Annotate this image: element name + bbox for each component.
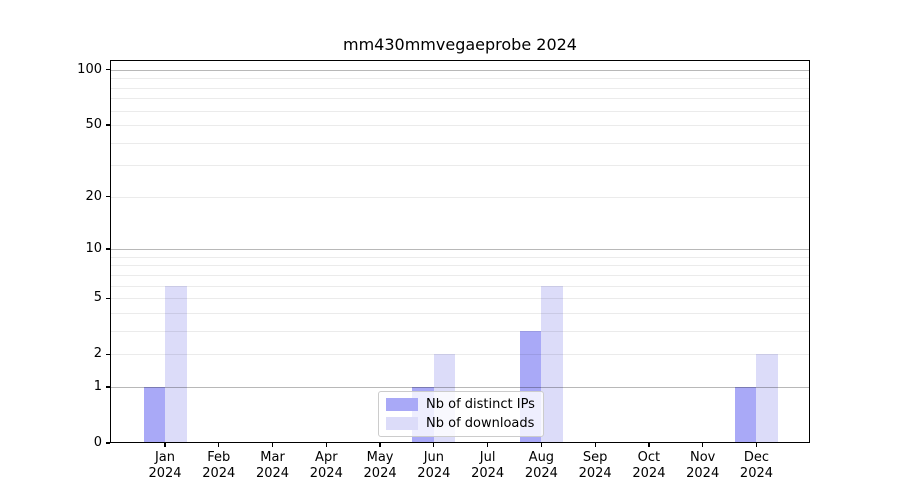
legend-swatch-downloads bbox=[386, 417, 418, 430]
major-gridline bbox=[111, 386, 809, 388]
x-tick-label: Dec 2024 bbox=[739, 450, 774, 481]
minor-gridline bbox=[111, 312, 809, 314]
minor-gridline bbox=[111, 98, 809, 100]
x-tick-label: Jul 2024 bbox=[471, 450, 505, 481]
minor-gridline bbox=[111, 256, 809, 258]
y-tick-mark bbox=[106, 297, 110, 299]
y-tick-mark bbox=[106, 442, 110, 444]
major-gridline bbox=[111, 69, 809, 71]
x-tick-mark bbox=[325, 443, 327, 447]
y-tick-mark bbox=[106, 248, 110, 250]
y-tick-mark bbox=[106, 353, 110, 355]
y-tick-mark bbox=[106, 124, 110, 126]
minor-gridline bbox=[111, 125, 809, 127]
minor-gridline bbox=[111, 196, 809, 198]
legend: Nb of distinct IPs Nb of downloads bbox=[378, 391, 544, 437]
bar-nb-of-distinct-ips-dec bbox=[734, 386, 757, 443]
legend-swatch-distinct-ips bbox=[386, 398, 418, 411]
minor-gridline bbox=[111, 110, 809, 112]
x-tick-mark bbox=[594, 443, 596, 447]
x-tick-label: Apr 2024 bbox=[309, 450, 343, 481]
minor-gridline bbox=[111, 354, 809, 356]
minor-gridline bbox=[111, 330, 809, 332]
legend-entry-downloads: Nb of downloads bbox=[386, 416, 536, 431]
x-tick-label: Feb 2024 bbox=[202, 450, 236, 481]
x-tick-mark bbox=[218, 443, 220, 447]
minor-gridline bbox=[111, 165, 809, 167]
minor-gridline bbox=[111, 142, 809, 144]
x-tick-mark bbox=[433, 443, 435, 447]
y-tick-label: 0 bbox=[93, 435, 102, 450]
x-tick-mark bbox=[379, 443, 381, 447]
legend-label-downloads: Nb of downloads bbox=[426, 416, 535, 431]
x-tick-label: Nov 2024 bbox=[686, 450, 720, 481]
legend-entry-distinct-ips: Nb of distinct IPs bbox=[386, 397, 536, 412]
x-tick-mark bbox=[648, 443, 650, 447]
chart-title: mm430mmvegaeprobe 2024 bbox=[343, 35, 577, 54]
y-tick-label: 5 bbox=[93, 290, 102, 306]
y-tick-label: 10 bbox=[85, 241, 102, 257]
y-tick-label: 100 bbox=[77, 61, 102, 77]
x-tick-mark bbox=[271, 443, 274, 447]
legend-label-distinct-ips: Nb of distinct IPs bbox=[426, 397, 535, 412]
x-tick-label: Sep 2024 bbox=[578, 450, 612, 481]
x-tick-mark bbox=[540, 443, 542, 447]
y-tick-label: 20 bbox=[85, 188, 102, 204]
minor-gridline bbox=[111, 87, 809, 89]
major-gridline bbox=[111, 249, 809, 251]
x-tick-mark bbox=[755, 443, 758, 447]
x-tick-mark bbox=[702, 443, 704, 447]
bar-nb-of-downloads-dec bbox=[756, 354, 778, 443]
minor-gridline bbox=[111, 274, 809, 276]
bar-nb-of-distinct-ips-jan bbox=[143, 386, 165, 443]
y-tick-mark bbox=[106, 69, 110, 71]
x-tick-label: Oct 2024 bbox=[632, 450, 666, 481]
x-tick-label: Aug 2024 bbox=[524, 450, 558, 481]
y-tick-label: 1 bbox=[93, 378, 102, 394]
y-tick-mark bbox=[106, 196, 110, 198]
x-tick-label: Jan 2024 bbox=[148, 450, 182, 481]
bar-nb-of-downloads-aug bbox=[541, 285, 563, 443]
x-tick-label: May 2024 bbox=[363, 450, 397, 481]
minor-gridline bbox=[111, 285, 809, 287]
y-tick-label: 50 bbox=[85, 117, 102, 133]
x-tick-mark bbox=[487, 443, 489, 447]
minor-gridline bbox=[111, 265, 809, 267]
minor-gridline bbox=[111, 78, 809, 80]
plot-area bbox=[110, 60, 810, 443]
y-tick-label: 2 bbox=[93, 346, 102, 362]
x-tick-label: Mar 2024 bbox=[255, 450, 290, 481]
x-tick-mark bbox=[164, 443, 166, 447]
bar-nb-of-downloads-jan bbox=[165, 285, 187, 443]
minor-gridline bbox=[111, 298, 809, 300]
x-tick-label: Jun 2024 bbox=[417, 450, 451, 481]
y-tick-mark bbox=[106, 386, 110, 388]
